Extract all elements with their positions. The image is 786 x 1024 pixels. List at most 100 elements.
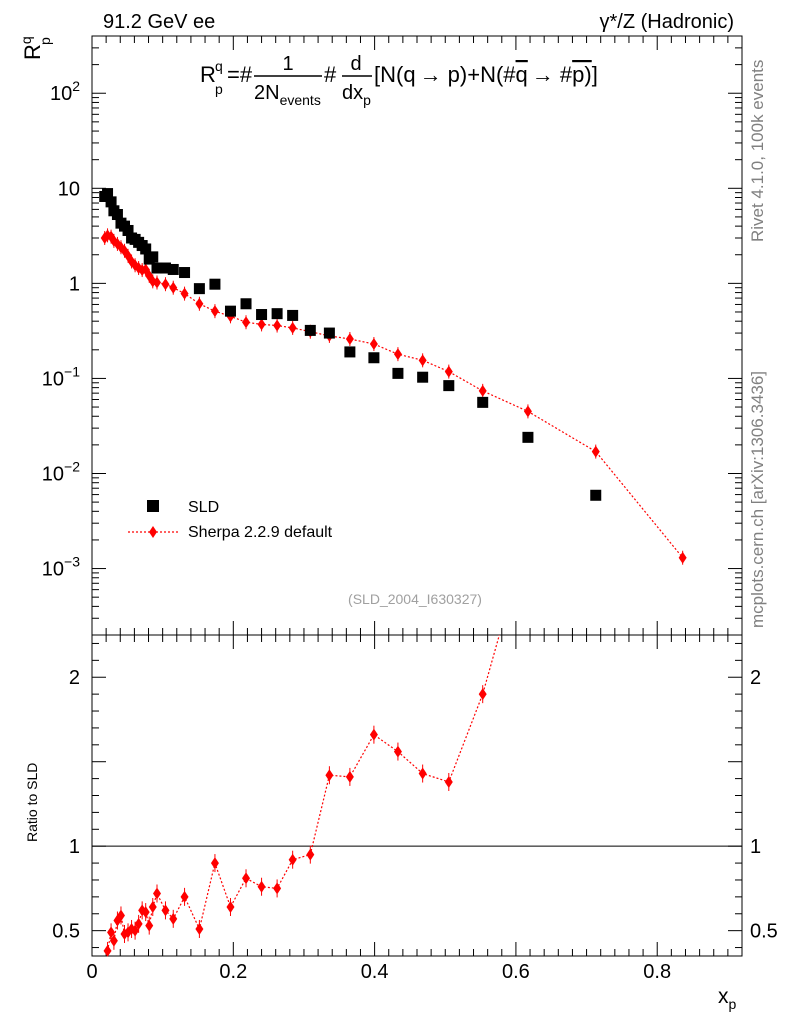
ratio-y-tick-label-left: 1 xyxy=(69,836,80,858)
ratio-y-tick-label-left: 2 xyxy=(69,667,80,689)
ratio-point xyxy=(131,924,140,937)
x-tick-label: 0.8 xyxy=(643,961,671,983)
sld-data-point xyxy=(179,267,191,279)
legend: SLD Sherpa 2.2.9 default xyxy=(128,499,333,541)
sld-data-point xyxy=(105,196,117,208)
sld-data-point xyxy=(392,367,404,379)
ratio-y-tick-label-right: 0.5 xyxy=(750,921,778,943)
mc-main-point xyxy=(257,318,266,331)
ratio-tick-labels: 0.5 0.5 1 1 2 2 0 0.2 0.4 0.6 0.8 xyxy=(52,667,778,983)
ratio-y-tick-label-right: 1 xyxy=(750,836,761,858)
legend-sld-label: SLD xyxy=(188,499,219,516)
sld-data-point xyxy=(417,371,429,383)
mc-main-point xyxy=(591,445,600,458)
mc-main-point xyxy=(210,305,219,318)
sld-data-point xyxy=(256,309,268,321)
sld-data-point xyxy=(271,308,283,320)
mc-main-point xyxy=(345,332,354,345)
ratio-point xyxy=(145,919,154,932)
svg-text:d: d xyxy=(350,53,361,75)
mc-main-point xyxy=(153,276,161,289)
ratio-point xyxy=(116,909,125,922)
x-tick-label: 0.2 xyxy=(219,961,247,983)
svg-text:2Nevents: 2Nevents xyxy=(254,82,321,108)
x-tick-label: 0.6 xyxy=(502,961,530,983)
main-y-tick-label: 1 xyxy=(69,273,80,295)
sld-data-point xyxy=(140,243,152,255)
sld-data-point xyxy=(209,278,221,290)
svg-text:#: # xyxy=(324,62,337,87)
mc-main-point xyxy=(369,338,378,351)
legend-sld-marker xyxy=(147,500,159,512)
ratio-point xyxy=(134,917,143,930)
mc-main-point xyxy=(523,405,532,418)
analysis-watermark: (SLD_2004_I630327) xyxy=(348,591,482,607)
mc-main-point xyxy=(161,278,170,291)
main-y-tick-label: 10 xyxy=(58,178,80,200)
sld-data-point xyxy=(590,489,602,501)
ratio-point xyxy=(195,922,204,935)
ratio-point xyxy=(418,767,427,780)
ratio-point xyxy=(210,857,219,870)
sld-data-point xyxy=(477,396,489,408)
ratio-point xyxy=(109,934,118,947)
mc-main-point xyxy=(195,297,204,310)
main-y-tick-label: 10−3 xyxy=(42,554,80,581)
ratio-point xyxy=(273,882,282,895)
ratio-y-tick-label-right: 2 xyxy=(750,667,761,689)
sld-data-point xyxy=(111,209,123,221)
ratio-point xyxy=(169,912,178,925)
sld-data-point xyxy=(344,346,356,358)
svg-text:dxp: dxp xyxy=(342,82,371,108)
sld-data-series xyxy=(99,188,602,501)
svg-text:=#: =# xyxy=(227,62,253,87)
ratio-point xyxy=(226,901,235,914)
ratio-line xyxy=(106,635,500,952)
sld-data-point xyxy=(122,224,134,236)
ratio-point xyxy=(161,904,170,917)
x-tick-label: 0 xyxy=(86,961,97,983)
mc-main-point xyxy=(444,365,453,378)
main-ylabel: Rq p xyxy=(18,36,53,60)
mc-main-point xyxy=(242,316,251,329)
ratio-point xyxy=(153,887,161,900)
energy-label: 91.2 GeV ee xyxy=(103,11,215,33)
sld-data-point xyxy=(240,298,252,310)
sld-data-point xyxy=(443,380,455,392)
svg-text:q: q xyxy=(215,58,223,74)
main-y-tick-labels: 10−3 10−2 10−1 1 10 102 xyxy=(42,78,80,580)
ratio-point xyxy=(141,906,150,919)
main-y-tick-label: 102 xyxy=(50,78,80,105)
main-y-tick-label: 10−2 xyxy=(42,458,80,485)
ratio-point xyxy=(369,728,378,741)
ratio-series xyxy=(103,635,500,957)
svg-text:[N(q→ p)+N(#q→ #p)]: [N(q → p)+N(#q → #p)] xyxy=(374,62,598,87)
ratio-point xyxy=(444,775,453,788)
ratio-y-tick-label-left: 0.5 xyxy=(52,921,80,943)
formula: R q p =# 1 2Nevents # d dxp [N(q → p)+N(#… xyxy=(200,53,598,108)
mcplots-label: mcplots.cern.ch [arXiv:1306.3436] xyxy=(748,370,767,628)
rivet-version-label: Rivet 4.1.0, 100k events xyxy=(748,59,767,242)
sld-data-point xyxy=(368,352,380,364)
sld-data-point xyxy=(193,283,205,295)
svg-text:R: R xyxy=(200,62,216,87)
ratio-point xyxy=(345,770,354,783)
ratio-axis-ticks xyxy=(91,635,743,956)
sld-data-point xyxy=(304,324,316,336)
ratio-point xyxy=(325,769,334,782)
mc-main-point xyxy=(478,384,487,397)
svg-text:1: 1 xyxy=(282,53,293,75)
mc-main-point xyxy=(180,287,189,300)
xlabel: xp xyxy=(718,985,737,1012)
sld-data-point xyxy=(224,305,236,317)
sld-data-point xyxy=(522,431,534,443)
ratio-point xyxy=(180,890,189,903)
mc-main-point xyxy=(169,281,178,294)
x-tick-label: 0.4 xyxy=(361,961,389,983)
process-label: γ*/Z (Hadronic) xyxy=(600,11,734,33)
mc-main-point xyxy=(418,354,427,367)
legend-mc-marker xyxy=(149,526,157,538)
svg-text:p: p xyxy=(215,81,223,97)
mc-main-series xyxy=(100,228,687,565)
